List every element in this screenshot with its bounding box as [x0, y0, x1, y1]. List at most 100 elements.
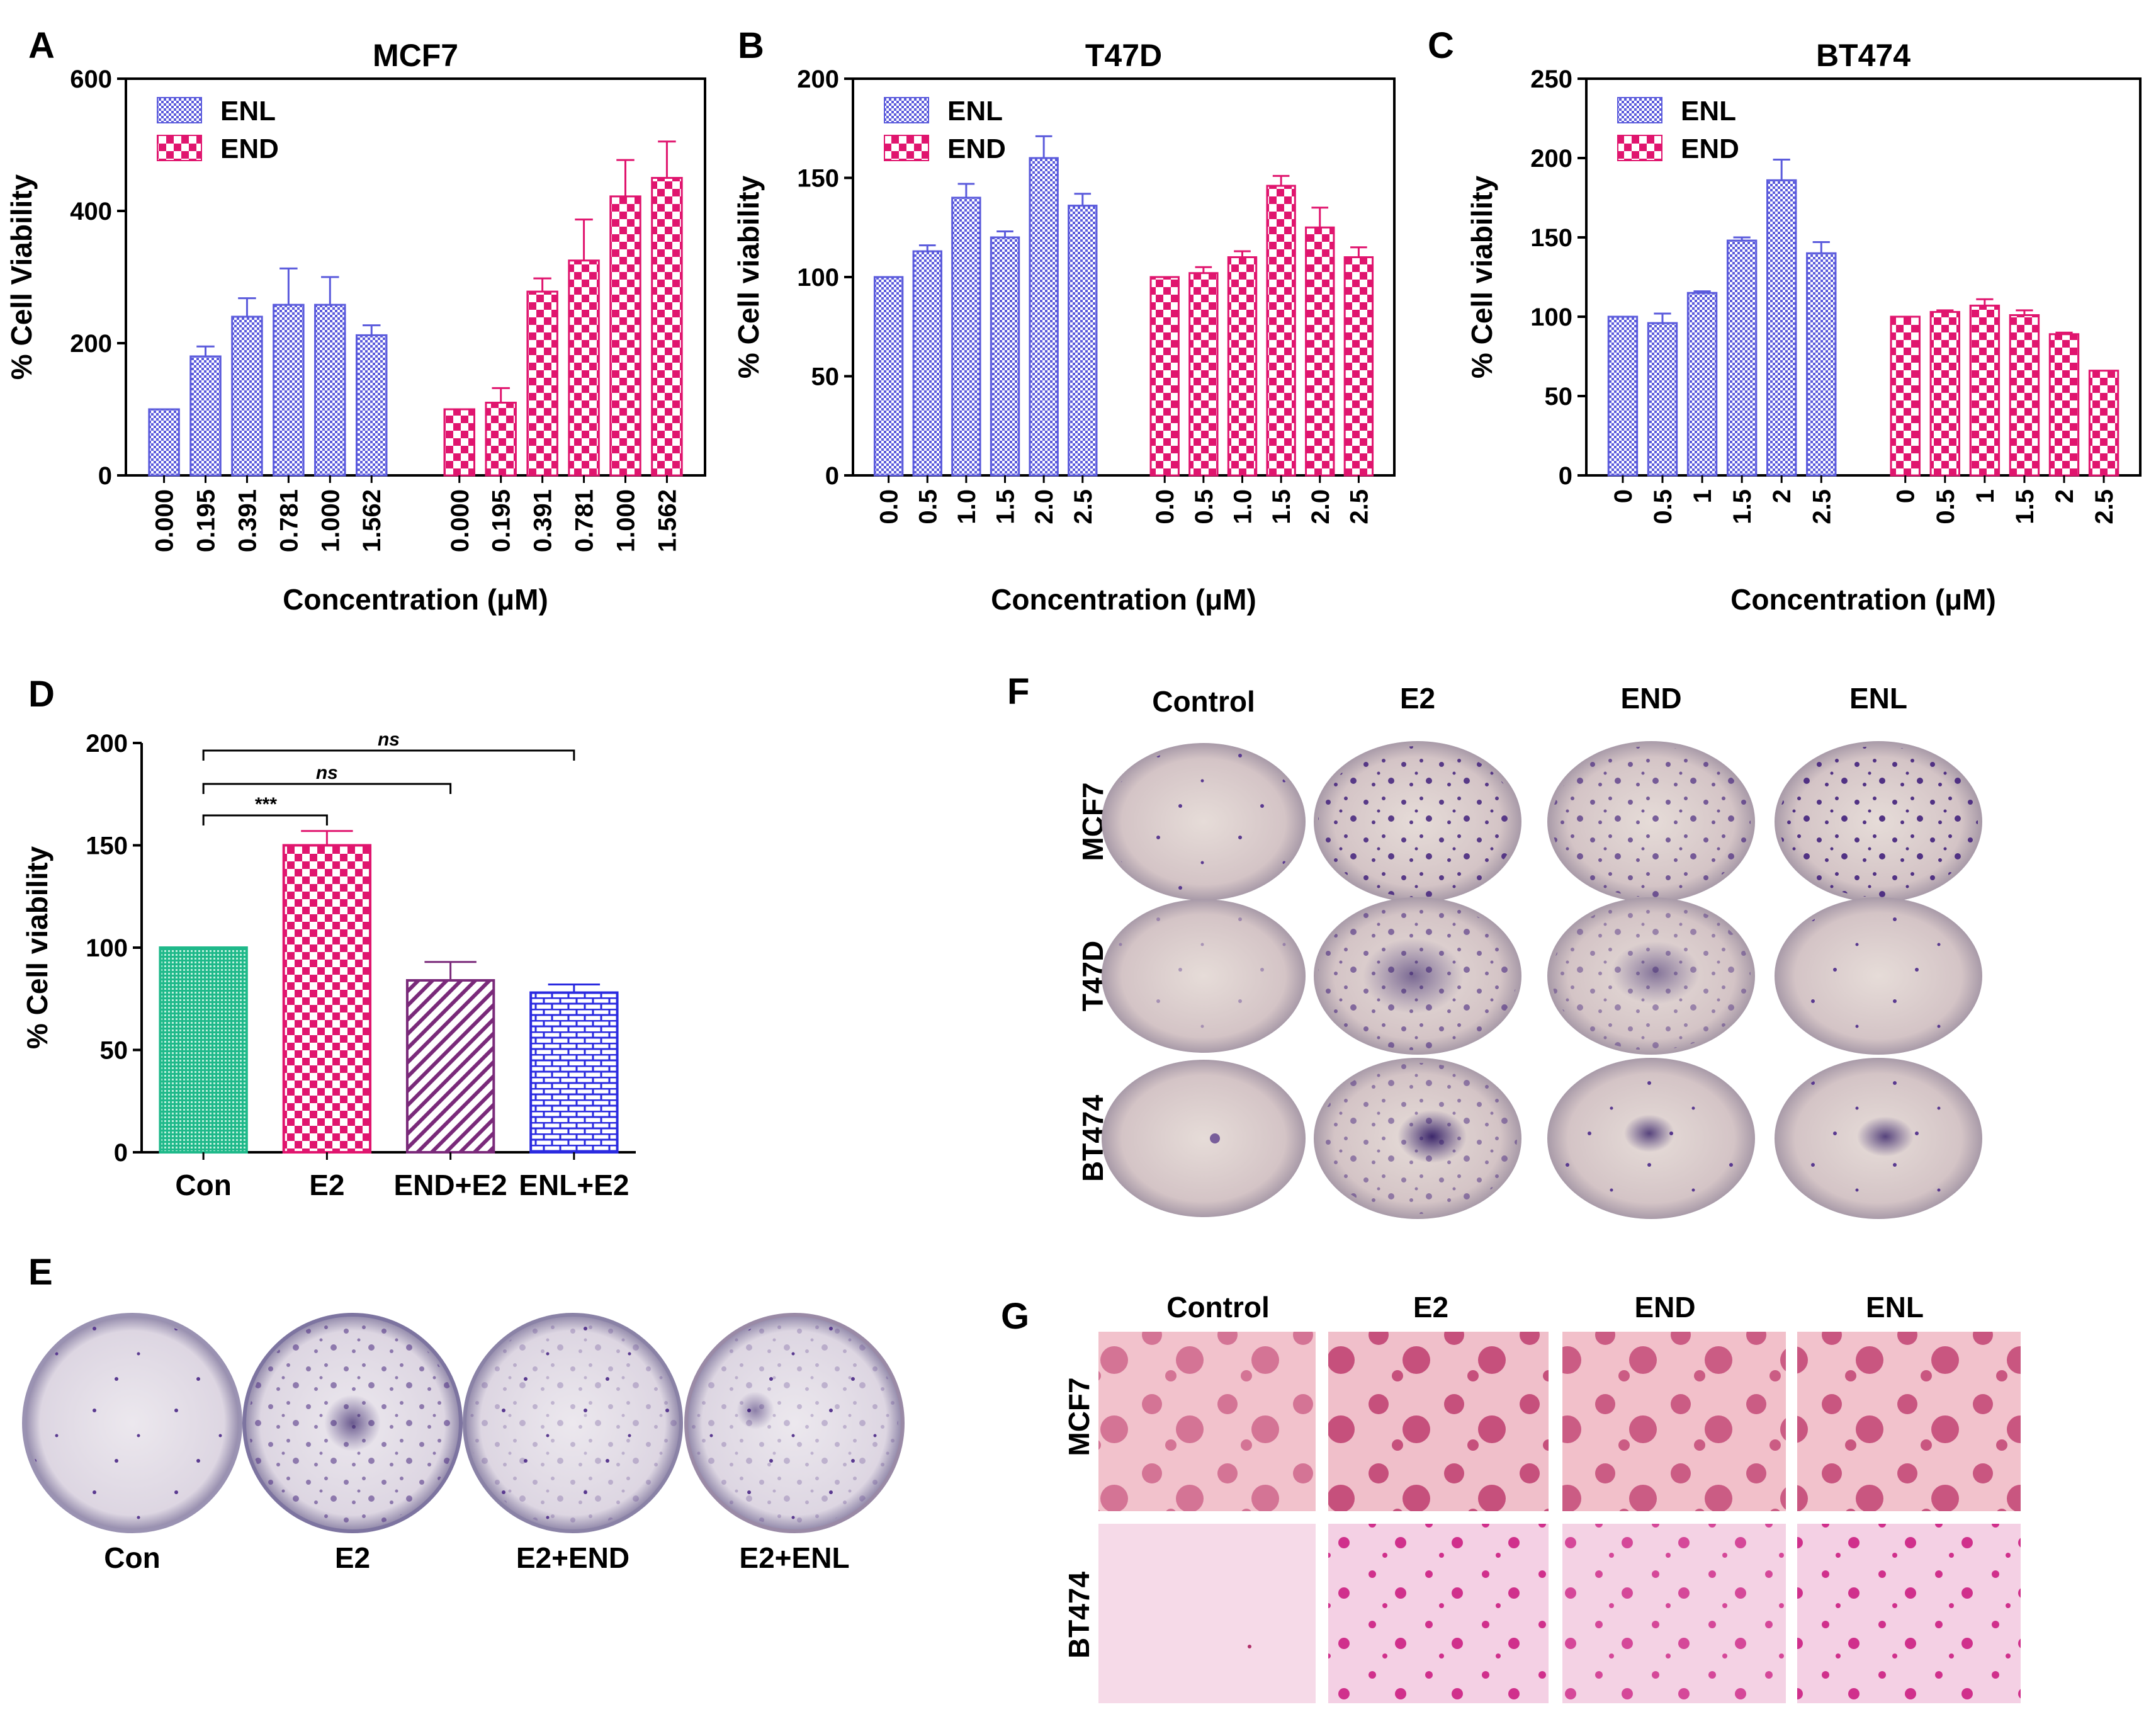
bar [1305, 226, 1335, 477]
x-tick-label: 0.5 [914, 489, 942, 525]
x-tick-label: 1 [1689, 489, 1717, 503]
legend-swatch [1617, 97, 1662, 123]
g-img-bt474-control [1098, 1524, 1316, 1703]
x-tick-label: 1.562 [358, 489, 386, 552]
panel-label-a: A [28, 25, 55, 66]
chart-title: MCF7 [373, 38, 458, 73]
x-tick-label: 0.195 [488, 489, 516, 552]
legend-label: END [947, 133, 1006, 164]
panel-f-plates: Control E2 END ENL MCF7 T47D BT474 [1076, 682, 1982, 1219]
bar [405, 979, 495, 1154]
y-tick-label: 200 [797, 65, 839, 93]
x-tick-label: 1.000 [612, 489, 640, 552]
x-tick-label: 2.5 [1345, 489, 1373, 525]
chart-a: 0 200 400 600 MCF7 % Cell Viability 0.000 0.195… [5, 38, 706, 616]
y-tick-label: 100 [797, 264, 839, 292]
y-tick-label: 0 [98, 462, 112, 490]
x-tick-label: 2.5 [2091, 489, 2118, 525]
x-tick-label: 0.0 [876, 489, 903, 525]
f-plate-bt474-end [1547, 1058, 1755, 1219]
bar [1890, 315, 1921, 477]
x-tick-label: 1.000 [317, 489, 344, 552]
f-plate-t47d-e2 [1314, 897, 1521, 1055]
y-tick-label: 250 [1530, 65, 1572, 93]
legend-label: ENL [220, 96, 276, 127]
g-img-mcf7-end [1562, 1332, 1786, 1511]
bar [1929, 310, 1961, 477]
x-tick-label: 0 [1610, 489, 1637, 503]
significance-bracket [202, 783, 452, 794]
g-col-end: END [1634, 1291, 1695, 1324]
g-img-mcf7-enl [1797, 1332, 2021, 1511]
legend-swatch [884, 97, 929, 123]
significance-label: ns [316, 763, 338, 783]
legend-label: END [1681, 133, 1739, 164]
f-plate-bt474-control [1102, 1060, 1306, 1217]
legend-label: ENL [1681, 96, 1736, 127]
bar [314, 303, 346, 477]
bar [159, 946, 248, 1154]
plate-label-e2: E2 [335, 1541, 370, 1574]
x-tick-label: 2.5 [1808, 489, 1836, 525]
bar [273, 303, 305, 477]
chart-b: 0 50 100 150 200 T47D % Cell viability 0.0 0.5 1.… [732, 38, 1396, 616]
bar [568, 259, 600, 477]
y-tick-label: 50 [811, 363, 840, 391]
y-tick-label: 200 [70, 330, 112, 358]
f-plate-bt474-enl [1775, 1058, 1982, 1219]
bar [1343, 256, 1374, 477]
plate-label-e2-enl: E2+ENL [739, 1541, 849, 1574]
significance-bracket [202, 814, 328, 825]
bar [1266, 184, 1296, 477]
significance-label: *** [254, 794, 277, 815]
x-tick-label: E2 [309, 1169, 344, 1201]
f-col-e2: E2 [1400, 682, 1435, 715]
plate-e-e2 [242, 1313, 463, 1533]
y-tick-label: 50 [1545, 383, 1573, 411]
bar [529, 991, 619, 1154]
x-tick-label: 0.391 [234, 489, 261, 552]
bar [231, 315, 263, 477]
bar [148, 408, 180, 477]
x-tick-label: 2.5 [1070, 489, 1097, 525]
x-tick-label: 0.5 [1932, 489, 1960, 525]
bar [2088, 370, 2119, 477]
y-tick-label: 150 [797, 165, 839, 193]
bar [873, 276, 904, 477]
y-tick-label: 600 [70, 65, 112, 93]
plate-label-con: Con [104, 1541, 160, 1574]
f-plate-t47d-end [1547, 897, 1755, 1055]
x-tick-label: 1.5 [992, 489, 1020, 525]
x-tick-label: 1.5 [1268, 489, 1295, 525]
legend-label: END [220, 133, 279, 164]
bar [990, 236, 1020, 477]
bar [2009, 314, 2040, 477]
g-col-enl: ENL [1866, 1291, 1924, 1324]
g-img-bt474-enl [1797, 1524, 2021, 1703]
bar [1068, 205, 1098, 477]
significance-label: ns [378, 729, 400, 750]
plot-frame [1585, 77, 2142, 477]
chart-d: 0 50 100 150 200 % Cell viability Con E2 END+E2 E… [21, 729, 636, 1201]
f-plate-mcf7-control [1102, 743, 1306, 900]
chart-title: T47D [1085, 38, 1162, 73]
x-tick-label: 2 [2051, 489, 2079, 503]
g-row-mcf7: MCF7 [1063, 1377, 1095, 1456]
f-col-enl: ENL [1849, 682, 1907, 715]
x-tick-label: 2.0 [1030, 489, 1058, 525]
bar [951, 196, 981, 477]
bar [526, 290, 558, 477]
y-tick-label: 400 [70, 198, 112, 225]
x-tick-label: Con [175, 1169, 231, 1201]
x-axis-label: Concentration (μM) [283, 583, 548, 616]
y-tick-label: 100 [1530, 303, 1572, 331]
chart-c: 0 50 100 150 200 250 BT474 % Cell viability 0 0.5… [1465, 38, 2142, 616]
x-tick-label: 0.000 [151, 489, 179, 552]
legend-swatch [157, 135, 202, 161]
x-tick-label: END+E2 [394, 1169, 507, 1201]
g-img-bt474-end [1562, 1524, 1786, 1703]
x-tick-label: 0 [1892, 489, 1920, 503]
panel-label-c: C [1428, 25, 1454, 66]
legend-label: ENL [947, 96, 1003, 127]
bar [1766, 179, 1797, 477]
